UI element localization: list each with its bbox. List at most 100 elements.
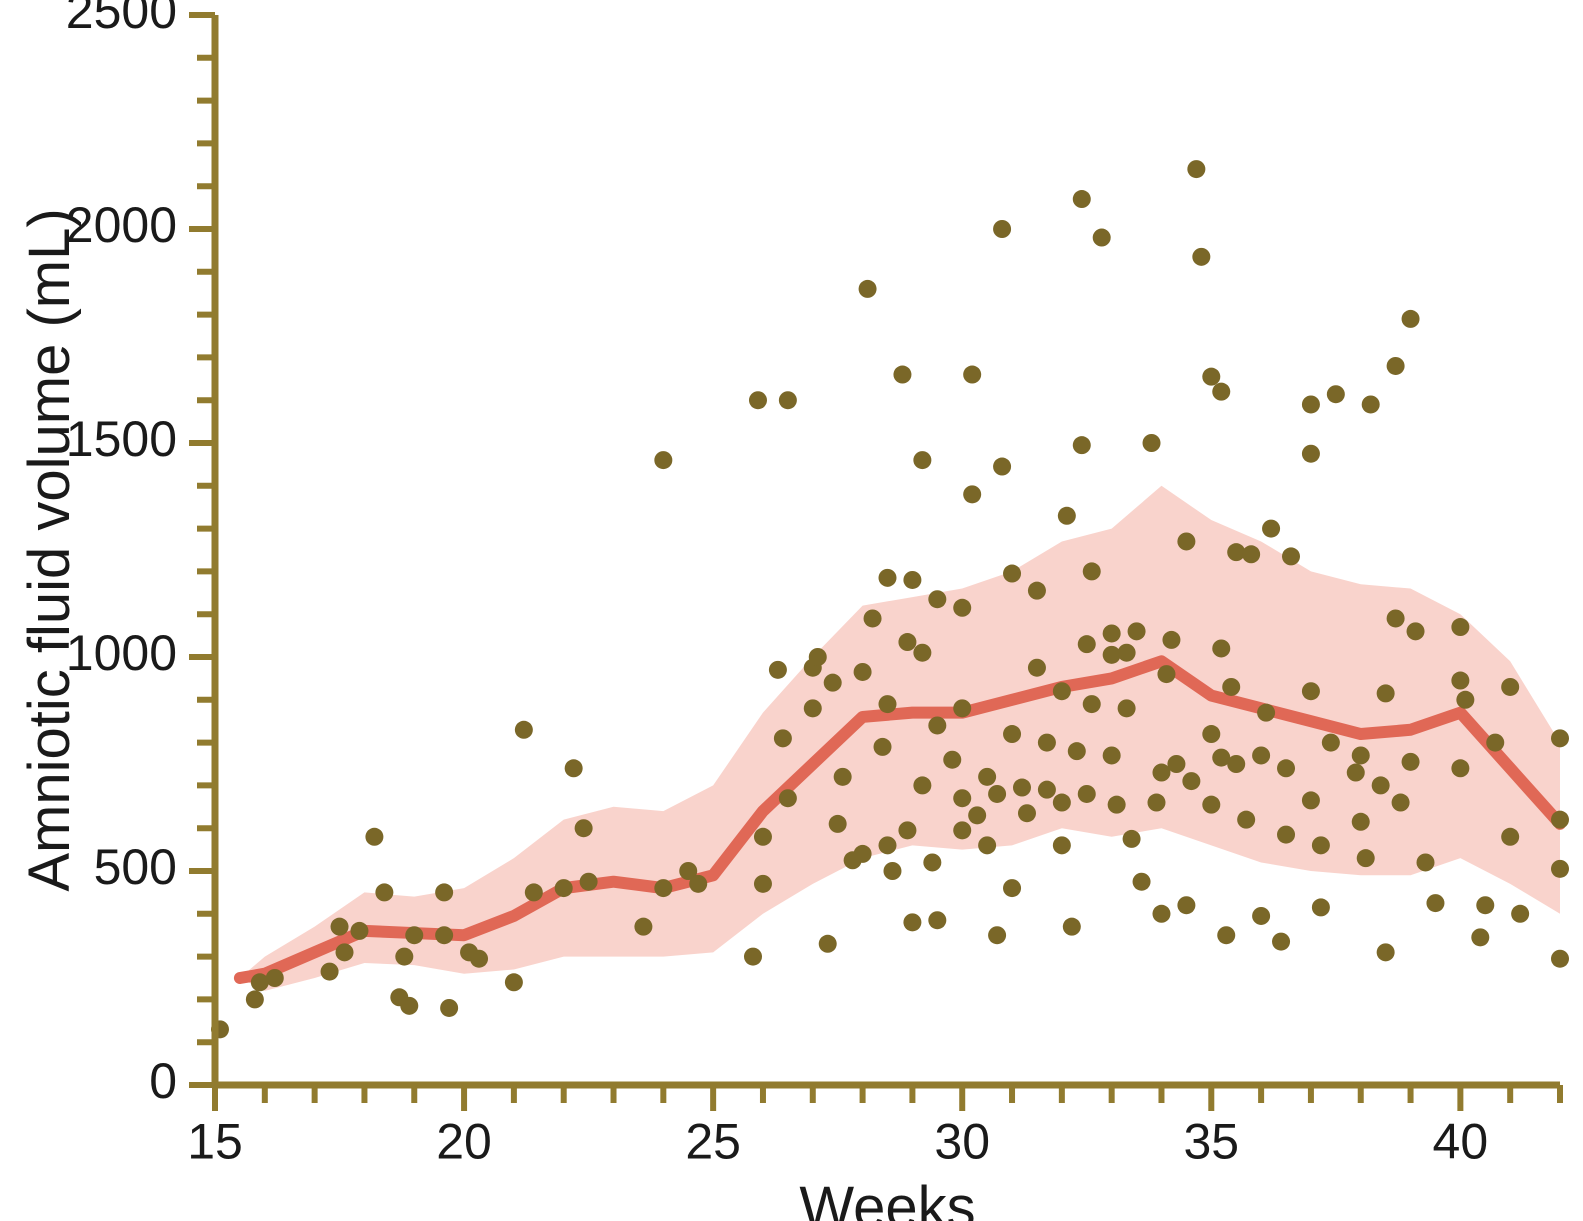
y-tick-label: 500 — [94, 839, 177, 895]
data-point — [1312, 836, 1330, 854]
y-axis-label: Amniotic fluid volume (mL) — [17, 208, 82, 891]
data-point — [1053, 836, 1071, 854]
data-point — [331, 918, 349, 936]
data-point — [246, 990, 264, 1008]
data-point — [505, 973, 523, 991]
data-point — [879, 836, 897, 854]
data-point — [928, 716, 946, 734]
data-point — [1352, 813, 1370, 831]
data-point — [1128, 622, 1146, 640]
data-point — [1167, 755, 1185, 773]
data-point — [1013, 779, 1031, 797]
data-point — [1133, 873, 1151, 891]
data-point — [1282, 547, 1300, 565]
data-point — [879, 569, 897, 587]
data-point — [1162, 631, 1180, 649]
data-point — [1551, 950, 1569, 968]
data-point — [1058, 507, 1076, 525]
data-point — [769, 661, 787, 679]
data-point — [1187, 160, 1205, 178]
data-point — [928, 911, 946, 929]
data-point — [321, 963, 339, 981]
x-tick-label: 20 — [436, 1114, 492, 1170]
data-point — [1357, 849, 1375, 867]
data-point — [754, 828, 772, 846]
data-point — [968, 806, 986, 824]
data-point — [1202, 796, 1220, 814]
x-tick-label: 15 — [187, 1114, 243, 1170]
data-point — [266, 969, 284, 987]
chart-container: 05001000150020002500152025303540WeeksAmn… — [0, 0, 1583, 1221]
data-point — [1123, 830, 1141, 848]
data-point — [1063, 918, 1081, 936]
amniotic-fluid-chart: 05001000150020002500152025303540WeeksAmn… — [0, 0, 1583, 1221]
data-point — [1302, 682, 1320, 700]
data-point — [1073, 436, 1091, 454]
data-point — [1501, 678, 1519, 696]
data-point — [913, 776, 931, 794]
data-point — [1262, 520, 1280, 538]
data-point — [1212, 383, 1230, 401]
data-point — [1078, 635, 1096, 653]
data-point — [774, 729, 792, 747]
data-point — [824, 674, 842, 692]
data-point — [405, 926, 423, 944]
y-tick-label: 2000 — [66, 197, 177, 253]
data-point — [1078, 785, 1096, 803]
data-point — [1148, 794, 1166, 812]
data-point — [928, 590, 946, 608]
data-point — [819, 935, 837, 953]
data-point — [1302, 791, 1320, 809]
data-point — [1028, 582, 1046, 600]
data-point — [1377, 684, 1395, 702]
data-point — [809, 648, 827, 666]
y-tick-label: 1000 — [66, 625, 177, 681]
data-point — [1068, 742, 1086, 760]
data-point — [1302, 395, 1320, 413]
data-point — [1103, 624, 1121, 642]
x-tick-label: 25 — [685, 1114, 741, 1170]
data-point — [903, 913, 921, 931]
data-point — [993, 220, 1011, 238]
data-point — [1451, 759, 1469, 777]
data-point — [779, 391, 797, 409]
data-point — [1053, 794, 1071, 812]
data-point — [1003, 879, 1021, 897]
data-point — [654, 879, 672, 897]
data-point — [1426, 894, 1444, 912]
data-point — [1053, 682, 1071, 700]
data-point — [1003, 565, 1021, 583]
data-point — [953, 821, 971, 839]
data-point — [879, 695, 897, 713]
data-point — [1157, 665, 1175, 683]
data-point — [1272, 933, 1290, 951]
data-point — [883, 862, 901, 880]
data-point — [1486, 734, 1504, 752]
data-point — [1103, 746, 1121, 764]
data-point — [1362, 395, 1380, 413]
data-point — [829, 815, 847, 833]
data-point — [1177, 896, 1195, 914]
data-point — [988, 926, 1006, 944]
data-point — [1352, 746, 1370, 764]
data-point — [1277, 759, 1295, 777]
data-point — [1257, 704, 1275, 722]
data-point — [993, 458, 1011, 476]
data-point — [395, 948, 413, 966]
data-point — [350, 922, 368, 940]
data-point — [1003, 725, 1021, 743]
data-point — [1312, 898, 1330, 916]
data-point — [375, 883, 393, 901]
data-point — [1402, 310, 1420, 328]
data-point — [779, 789, 797, 807]
data-point — [1277, 826, 1295, 844]
data-point — [515, 721, 533, 739]
data-point — [1551, 860, 1569, 878]
data-point — [1242, 545, 1260, 563]
data-point — [978, 768, 996, 786]
data-point — [749, 391, 767, 409]
data-point — [1038, 734, 1056, 752]
data-point — [744, 948, 762, 966]
data-point — [1252, 746, 1270, 764]
data-point — [874, 738, 892, 756]
